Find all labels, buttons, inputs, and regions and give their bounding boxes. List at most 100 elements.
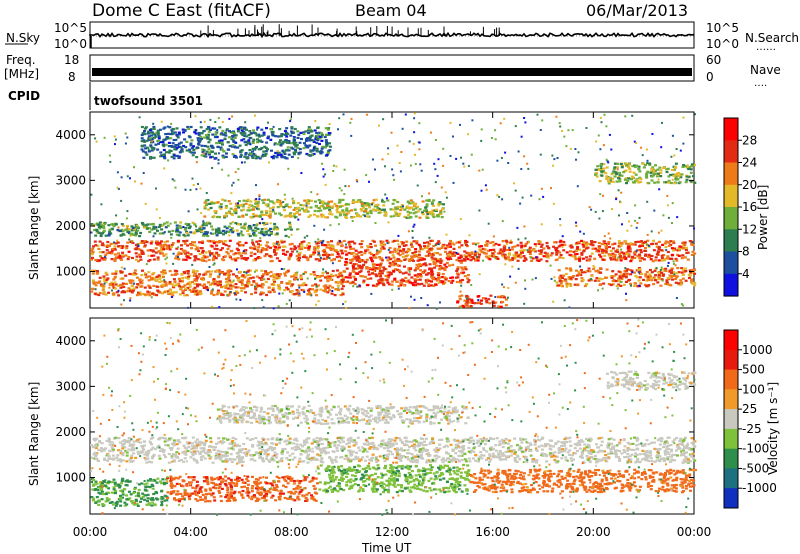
heatmap-cell: [562, 249, 566, 252]
heatmap-scatter: [229, 290, 232, 293]
heatmap-cell: [437, 202, 441, 205]
heatmap-cell: [328, 212, 332, 216]
heatmap-cell: [357, 251, 361, 254]
heatmap-cell: [119, 286, 123, 289]
heatmap-cell: [611, 243, 615, 246]
heatmap-scatter: [567, 129, 570, 132]
heatmap-cell: [251, 141, 255, 145]
heatmap-cell: [351, 265, 355, 268]
heatmap-cell: [369, 243, 373, 246]
heatmap-cell: [675, 174, 679, 177]
heatmap-cell: [221, 258, 224, 261]
heatmap-scatter: [535, 245, 538, 248]
heatmap-cell: [116, 228, 120, 232]
heatmap-cell: [593, 241, 597, 244]
heatmap-cell: [331, 245, 335, 248]
heatmap-cell: [405, 205, 409, 208]
heatmap-cell: [249, 200, 253, 203]
heatmap-cell: [519, 249, 523, 252]
heatmap-cell: [375, 263, 379, 266]
heatmap-scatter: [559, 224, 562, 227]
heatmap-cell: [691, 250, 695, 253]
heatmap-cell: [284, 138, 288, 142]
heatmap-scatter: [116, 186, 119, 189]
heatmap-cell: [148, 294, 152, 297]
heatmap-scatter: [255, 184, 257, 187]
heatmap-cell: [152, 276, 156, 280]
heatmap-cell: [156, 129, 160, 132]
heatmap-scatter: [111, 289, 113, 292]
heatmap-cell: [643, 246, 647, 250]
heatmap-cell: [244, 284, 248, 287]
heatmap-cell: [147, 271, 151, 274]
heatmap-cell: [587, 267, 591, 270]
heatmap-scatter: [322, 268, 325, 271]
heatmap-cell: [374, 285, 378, 288]
heatmap-cell: [550, 252, 554, 255]
heatmap-cell: [352, 252, 356, 255]
heatmap-cell: [603, 276, 607, 279]
heatmap-cell: [317, 210, 321, 213]
heatmap-cell: [672, 174, 676, 177]
heatmap-cell: [121, 277, 125, 280]
heatmap-cell: [639, 177, 643, 180]
heatmap-cell: [336, 253, 340, 256]
heatmap-cell: [272, 154, 276, 157]
heatmap-scatter: [296, 271, 299, 274]
heatmap-cell: [558, 284, 562, 287]
heatmap-cell: [237, 215, 241, 218]
heatmap-cell: [190, 151, 194, 154]
heatmap-cell: [112, 278, 116, 281]
heatmap-scatter: [244, 121, 247, 124]
heatmap-scatter: [660, 229, 663, 232]
heatmap-cell: [377, 251, 381, 254]
heatmap-scatter: [603, 113, 606, 116]
heatmap-scatter: [434, 168, 437, 171]
heatmap-cell: [329, 248, 333, 251]
heatmap-scatter: [430, 131, 432, 134]
heatmap-cell: [212, 280, 216, 283]
heatmap-cell: [147, 150, 151, 153]
heatmap-scatter: [323, 206, 326, 209]
heatmap-cell: [183, 129, 187, 133]
heatmap-cell: [318, 240, 322, 243]
heatmap-cell: [680, 281, 684, 284]
heatmap-cell: [659, 175, 663, 178]
heatmap-scatter: [619, 201, 622, 204]
heatmap-cell: [130, 291, 134, 294]
heatmap-cell: [211, 146, 215, 149]
heatmap-cell: [469, 305, 473, 308]
heatmap-cell: [569, 254, 573, 257]
heatmap-cell: [212, 242, 216, 245]
heatmap-cell: [252, 138, 256, 141]
heatmap-cell: [316, 247, 319, 250]
heatmap-cell: [285, 157, 289, 160]
heatmap-cell: [277, 283, 280, 287]
heatmap-cell: [189, 125, 193, 129]
heatmap-cell: [201, 241, 204, 244]
heatmap-cell: [325, 246, 329, 249]
heatmap-cell: [383, 267, 387, 271]
heatmap-cell: [430, 201, 434, 204]
heatmap-scatter: [600, 121, 603, 124]
heatmap-scatter: [130, 240, 133, 243]
heatmap-cell: [345, 253, 349, 256]
heatmap-cell: [465, 245, 469, 248]
heatmap-cell: [224, 243, 228, 247]
heatmap-cell: [559, 282, 563, 285]
heatmap-cell: [195, 270, 199, 273]
heatmap-cell: [250, 247, 254, 250]
heatmap-cell: [144, 151, 148, 154]
heatmap-cell: [427, 252, 431, 255]
heatmap-cell: [102, 226, 106, 230]
heatmap-scatter: [358, 284, 361, 287]
power-cbar-label: Power [dB]: [756, 185, 770, 250]
heatmap-cell: [614, 250, 618, 253]
heatmap-cell: [222, 150, 226, 153]
heatmap-cell: [424, 206, 428, 209]
heatmap-cell: [254, 224, 258, 227]
heatmap-cell: [426, 212, 430, 216]
heatmap-cell: [96, 223, 100, 226]
heatmap-cell: [90, 269, 94, 273]
